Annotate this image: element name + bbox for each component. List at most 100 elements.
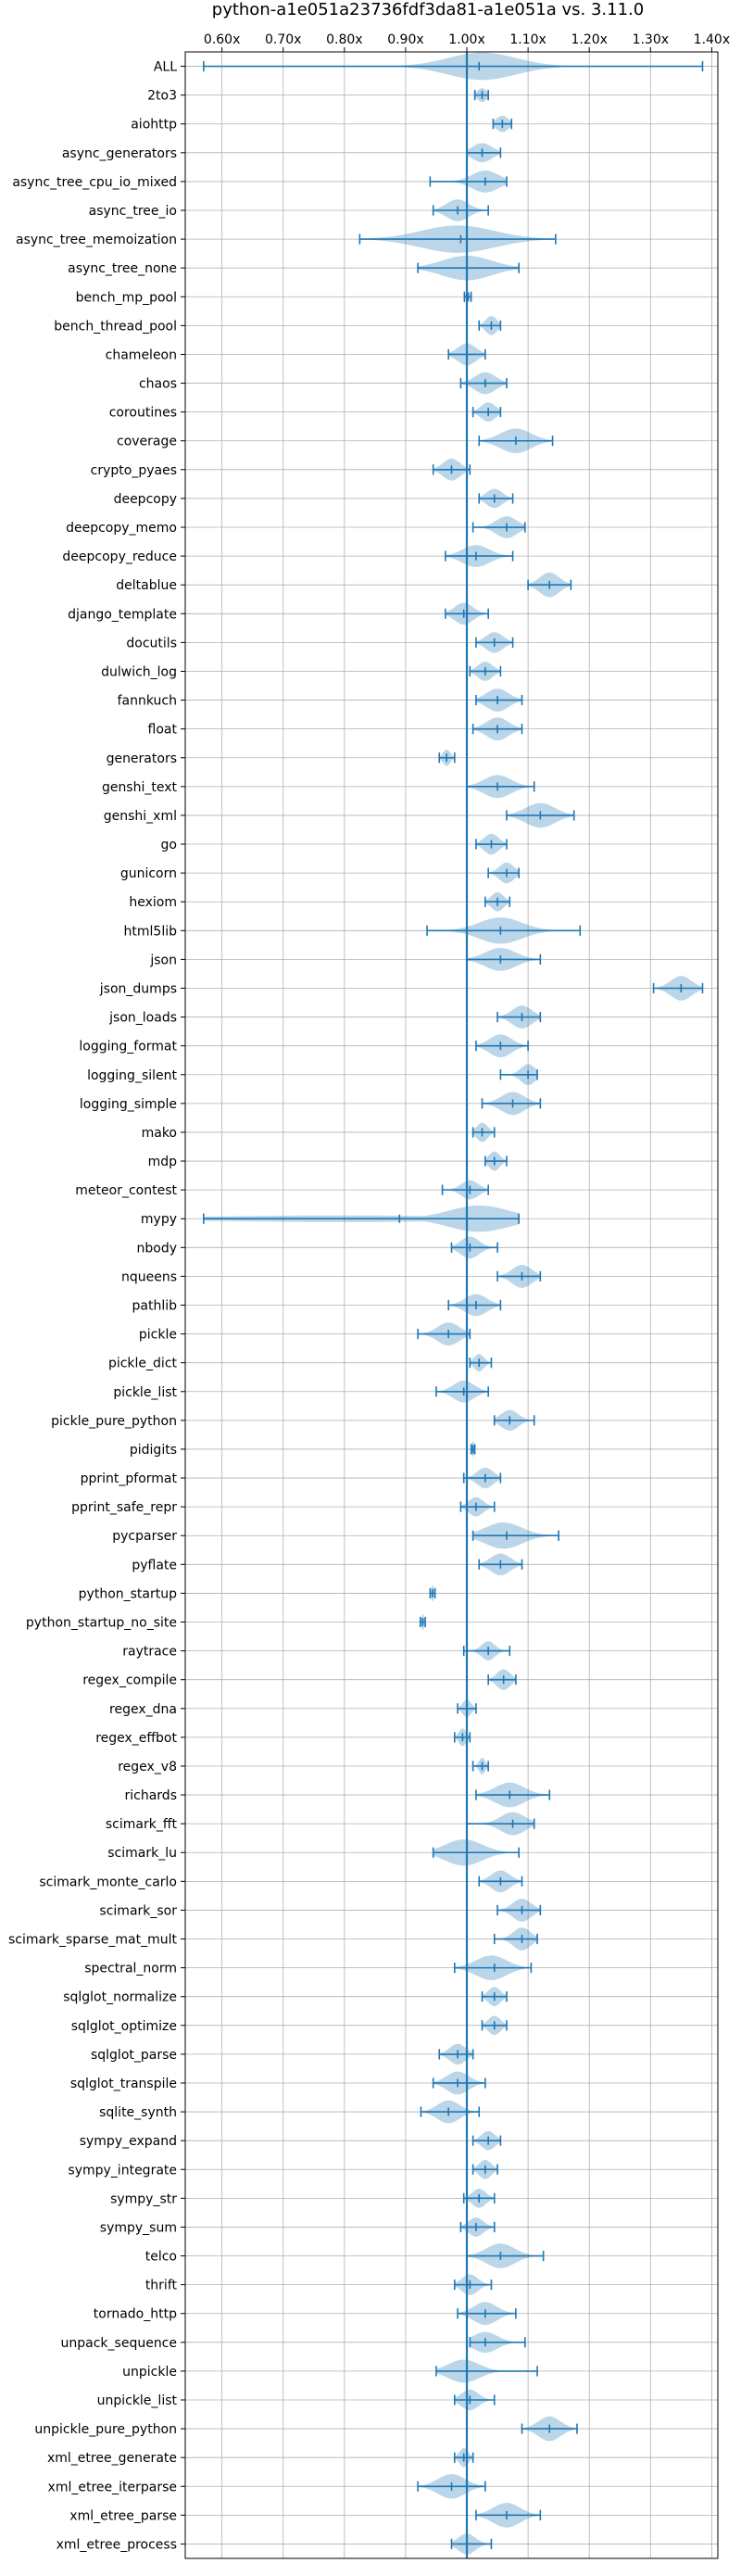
category-label: pprint_safe_repr	[71, 1500, 177, 1515]
plot-frame	[184, 51, 719, 2559]
category-label: pathlib	[132, 1299, 178, 1314]
category-label: telco	[145, 2250, 177, 2265]
category-label: pycparser	[112, 1529, 177, 1544]
category-label: sympy_expand	[80, 2134, 177, 2149]
category-label: genshi_xml	[104, 809, 177, 824]
category-label: meteor_contest	[75, 1183, 177, 1198]
category-label: pickle_list	[113, 1385, 177, 1400]
category-label: richards	[125, 1788, 178, 1803]
category-label: unpack_sequence	[61, 2336, 177, 2351]
chart-title: python-a1e051a23736fdf3da81-a1e051a vs. …	[212, 0, 644, 19]
category-label: async_tree_cpu_io_mixed	[12, 175, 177, 190]
category-label: xml_etree_process	[57, 2537, 177, 2552]
category-label: xml_etree_iterparse	[48, 2480, 177, 2494]
category-label: chameleon	[106, 347, 177, 362]
category-label: scimark_monte_carlo	[39, 1875, 177, 1889]
category-label: pidigits	[130, 1443, 177, 1458]
category-label: crypto_pyaes	[91, 463, 177, 478]
category-label: async_generators	[62, 146, 177, 161]
category-label: 2to3	[147, 89, 177, 104]
x-tick-label: 1.00x	[448, 32, 484, 47]
category-label: sqlglot_parse	[91, 2048, 177, 2063]
x-axis: 0.60x 0.70x 0.80x 0.90x 1.00x 1.10x 1.20x 1.30x…	[204, 32, 730, 52]
category-label: spectral_norm	[84, 1962, 177, 1976]
category-label: fannkuch	[118, 694, 177, 709]
category-label: pickle_pure_python	[51, 1414, 177, 1429]
x-tick-label: 1.10x	[509, 32, 546, 47]
category-label: dulwich_log	[101, 664, 177, 679]
category-label: float	[148, 723, 178, 738]
category-label: json_loads	[108, 1011, 177, 1026]
category-label: json	[149, 953, 177, 967]
x-tick-label: 0.60x	[204, 32, 240, 47]
category-label: chaos	[139, 377, 177, 392]
category-label: scimark_sparse_mat_mult	[8, 1933, 177, 1948]
category-label: nbody	[137, 1241, 178, 1256]
category-label: pprint_pformat	[81, 1471, 178, 1486]
category-label: nqueens	[121, 1269, 177, 1284]
category-label: bench_thread_pool	[54, 319, 177, 334]
category-label: mdp	[148, 1155, 178, 1169]
category-label: sqlglot_optimize	[71, 2019, 177, 2034]
category-label: docutils	[126, 636, 177, 650]
category-label: thrift	[145, 2279, 178, 2293]
category-label: pickle	[139, 1328, 177, 1343]
category-label: mypy	[141, 1212, 177, 1227]
category-label: pyflate	[132, 1558, 177, 1572]
category-label: unpickle	[122, 2365, 177, 2380]
category-label: sqlglot_normalize	[63, 1990, 177, 2005]
category-label: unpickle_list	[97, 2393, 178, 2408]
category-label: regex_effbot	[95, 1731, 177, 1746]
category-label: unpickle_pure_python	[34, 2422, 177, 2437]
category-label: pickle_dict	[108, 1357, 178, 1371]
category-label: sqlglot_transpile	[70, 2077, 177, 2091]
category-label: coverage	[117, 435, 177, 449]
x-tick-label: 0.80x	[326, 32, 362, 47]
category-label: python_startup_no_site	[26, 1616, 177, 1631]
category-label: async_tree_memoization	[16, 233, 177, 247]
category-label: scimark_fft	[106, 1817, 178, 1832]
category-label: json_dumps	[99, 981, 177, 996]
grid-layer	[185, 52, 718, 2558]
category-label: regex_dna	[109, 1702, 177, 1717]
category-label: generators	[107, 751, 177, 766]
category-label: bench_mp_pool	[76, 290, 177, 305]
category-label: scimark_lu	[107, 1846, 177, 1861]
category-label: aiohttp	[131, 118, 177, 133]
category-label: scimark_sor	[99, 1903, 177, 1918]
category-label: python_startup	[79, 1586, 177, 1601]
category-label: sympy_integrate	[68, 2163, 177, 2178]
x-tick-label: 0.90x	[387, 32, 423, 47]
y-axis-labels: ALL 2to3 aiohttp async_generators async_tree…	[8, 60, 185, 2552]
category-label: logging_silent	[87, 1068, 177, 1083]
category-label: async_tree_none	[68, 261, 177, 276]
x-tick-label: 1.40x	[694, 32, 730, 47]
category-label: mako	[142, 1126, 177, 1141]
category-label: sympy_str	[110, 2191, 177, 2206]
category-label: genshi_text	[102, 780, 178, 795]
category-label: sqlite_synth	[99, 2105, 177, 2120]
x-tick-label: 1.30x	[633, 32, 669, 47]
category-label: deepcopy_reduce	[62, 549, 177, 564]
x-tick-label: 1.20x	[571, 32, 607, 47]
category-label: regex_compile	[82, 1673, 177, 1688]
category-label: coroutines	[109, 406, 177, 421]
category-label: go	[161, 838, 177, 852]
category-label: regex_v8	[118, 1760, 177, 1774]
category-label: deepcopy_memo	[66, 521, 177, 536]
violin-layer	[203, 52, 704, 2555]
category-label: xml_etree_generate	[47, 2451, 177, 2466]
category-label: tornado_http	[94, 2307, 177, 2322]
category-label: html5lib	[124, 924, 178, 939]
category-label: raytrace	[122, 1645, 177, 1660]
category-label: logging_simple	[80, 1097, 177, 1112]
category-label: hexiom	[129, 895, 177, 910]
category-label: django_template	[68, 607, 177, 622]
category-label: sympy_sum	[100, 2220, 177, 2235]
category-label: gunicorn	[120, 866, 177, 881]
category-label: xml_etree_parse	[69, 2508, 177, 2523]
category-label: logging_format	[79, 1040, 177, 1054]
category-label: async_tree_io	[89, 204, 177, 219]
category-label: deltablue	[116, 578, 177, 593]
